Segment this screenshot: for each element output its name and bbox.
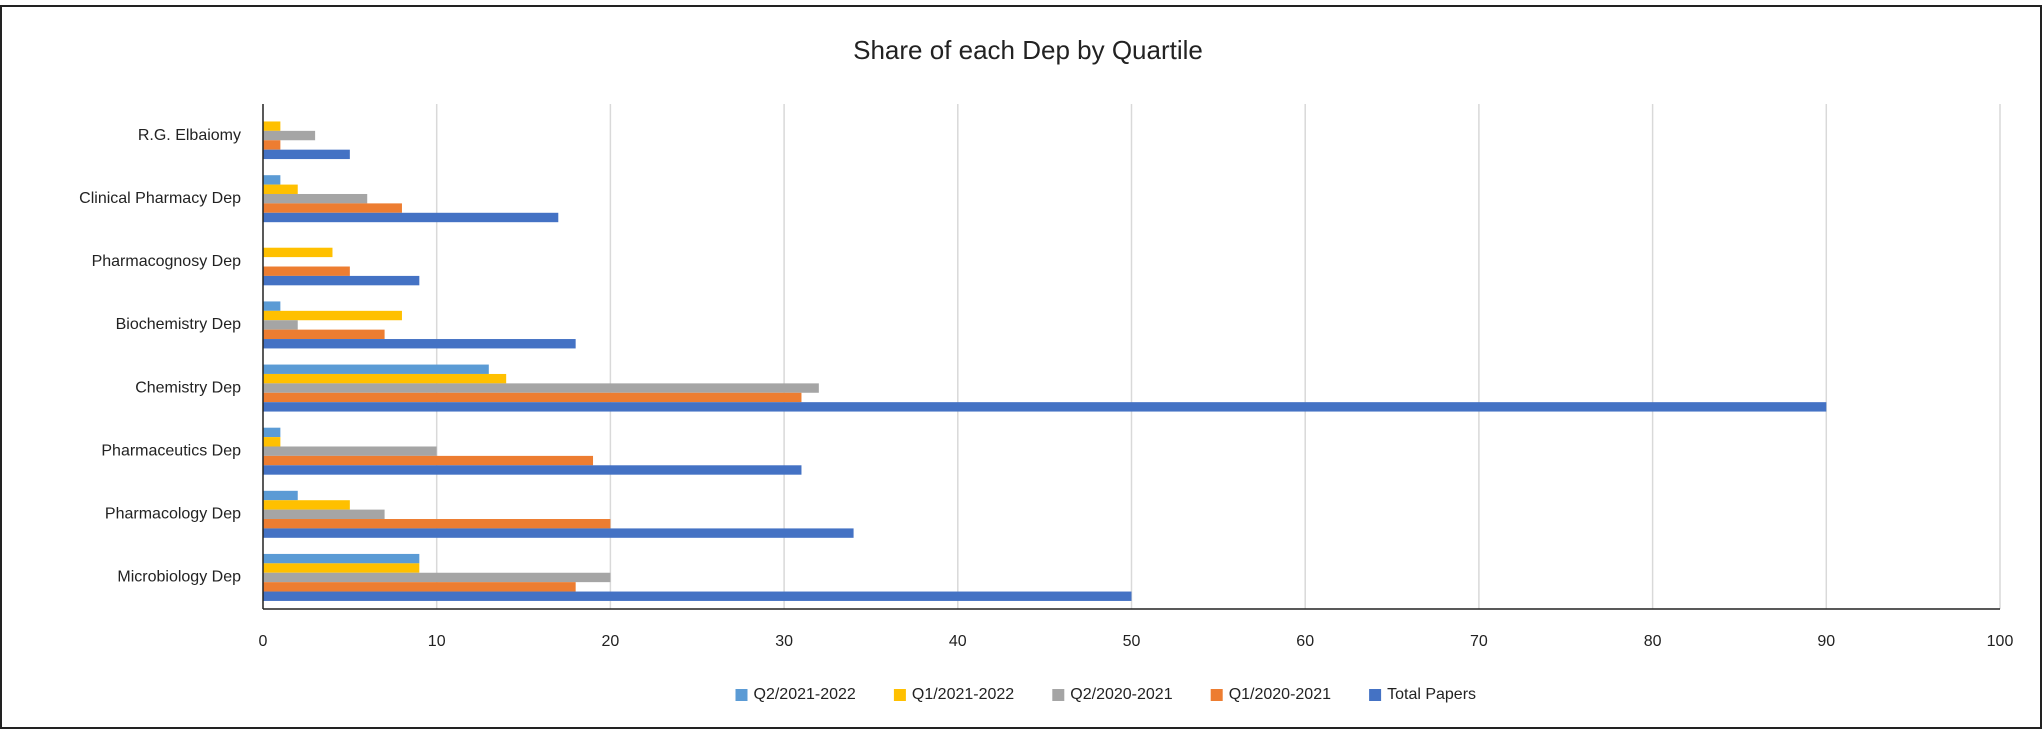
bar (263, 572, 611, 583)
bar (263, 266, 350, 276)
y-tick-label: Pharmaceutics Dep (101, 442, 241, 459)
bar (263, 301, 281, 311)
y-tick-label: Pharmacognosy Dep (92, 253, 242, 270)
x-tick-label: 70 (1470, 633, 1488, 650)
bar (263, 275, 420, 286)
bar (263, 373, 507, 384)
y-tick-label: Clinical Pharmacy Dep (79, 190, 241, 207)
bar (263, 247, 333, 258)
x-tick-label: 60 (1296, 633, 1314, 650)
x-tick-label: 90 (1817, 633, 1835, 650)
bar (263, 500, 350, 510)
x-tick-label: 40 (949, 633, 967, 650)
bar (263, 553, 420, 564)
x-tick-label: 30 (775, 633, 793, 650)
bar (263, 392, 802, 403)
x-tick-label: 20 (602, 633, 620, 650)
bar (263, 149, 350, 160)
legend-label: Q1/2021-2022 (912, 686, 1014, 703)
bar (263, 121, 281, 131)
x-tick-label: 50 (1123, 633, 1141, 650)
bar (263, 184, 298, 194)
bar (263, 563, 420, 573)
legend-swatch (735, 689, 748, 701)
x-tick-label: 10 (428, 633, 446, 650)
x-tick-label: 80 (1644, 633, 1662, 650)
bar (263, 339, 576, 349)
y-tick-label: Microbiology Dep (117, 569, 241, 586)
bar (263, 383, 819, 393)
legend-label: Q2/2021-2022 (754, 686, 856, 703)
y-tick-label: R.G. Elbaiomy (138, 127, 241, 144)
bar (263, 175, 281, 185)
y-tick-label: Pharmacology Dep (105, 506, 241, 523)
y-tick-label: Chemistry Dep (135, 379, 241, 396)
legend-swatch (1369, 689, 1382, 701)
bar (263, 582, 576, 592)
legend-label: Total Papers (1387, 686, 1476, 703)
bar (263, 519, 611, 529)
bar (263, 446, 437, 456)
bar (263, 509, 385, 520)
bar (263, 140, 281, 150)
bar (263, 402, 1827, 412)
legend-swatch (893, 689, 906, 701)
bar (263, 130, 316, 141)
legend-swatch (1052, 689, 1065, 701)
legend-label: Q2/2020-2021 (1070, 686, 1172, 703)
bar (263, 310, 402, 321)
bar (263, 320, 298, 330)
y-tick-label: Biochemistry Dep (116, 316, 241, 333)
bar (263, 490, 298, 501)
bar (263, 212, 559, 223)
bar (263, 203, 402, 213)
legend-label: Q1/2020-2021 (1229, 686, 1331, 703)
bar (263, 528, 854, 538)
x-tick-label: 100 (1987, 633, 2014, 650)
bar (263, 329, 385, 340)
bar (263, 193, 368, 204)
bar (263, 455, 594, 466)
bar (263, 364, 489, 374)
chart-title: Share of each Dep by Quartile (853, 35, 1203, 65)
x-tick-label: 0 (259, 633, 268, 650)
bar (263, 591, 1132, 601)
bar (263, 465, 802, 475)
bar (263, 437, 281, 447)
legend-swatch (1210, 689, 1223, 701)
bar (263, 427, 281, 438)
